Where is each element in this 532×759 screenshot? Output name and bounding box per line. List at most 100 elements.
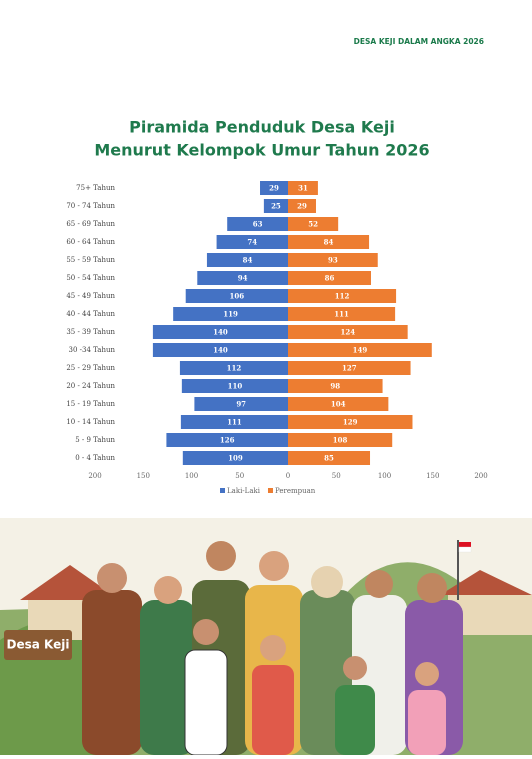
person — [140, 600, 195, 755]
value-label: 31 — [298, 184, 308, 193]
header-title: DESA KEJI DALAM ANGKA 2026 — [354, 37, 484, 46]
x-tick-label: 100 — [378, 472, 391, 480]
bar — [185, 289, 288, 303]
value-label: 111 — [227, 418, 242, 427]
x-tick-label: 0 — [286, 472, 290, 480]
bar — [288, 271, 371, 285]
y-tick-label: 25 - 29 Tahun — [66, 364, 115, 372]
bar — [152, 343, 288, 357]
head — [154, 576, 182, 604]
value-label: 98 — [330, 382, 340, 391]
head — [417, 573, 447, 603]
bar — [194, 397, 288, 411]
bar — [288, 253, 378, 267]
value-label: 124 — [341, 328, 356, 337]
head — [365, 570, 393, 598]
bar — [288, 181, 318, 195]
bar — [166, 433, 288, 447]
child — [184, 649, 228, 756]
chart: 200 150 100 50 0 50 100 150 200 75+ Tahun 29 31 70 -… — [66, 181, 488, 495]
head — [97, 563, 127, 593]
child — [408, 690, 446, 755]
y-tick-label: 60 - 64 Tahun — [66, 238, 115, 246]
family — [82, 541, 463, 756]
bar — [181, 379, 288, 393]
bar — [179, 361, 288, 375]
y-tick-label: 55 - 59 Tahun — [66, 256, 115, 264]
y-tick-label: 65 - 69 Tahun — [66, 220, 115, 228]
roof — [440, 570, 532, 595]
chart-subtitle: Menurut Kelompok Umur Tahun 2026 — [94, 141, 429, 160]
bar — [288, 325, 408, 339]
value-label: 111 — [334, 310, 349, 319]
x-tick-label: 50 — [235, 472, 244, 480]
bar — [180, 415, 288, 429]
bar — [288, 397, 389, 411]
value-label: 52 — [308, 220, 318, 229]
value-label: 84 — [324, 238, 334, 247]
child — [252, 665, 294, 755]
x-tick-label: 100 — [185, 472, 198, 480]
value-label: 94 — [238, 274, 248, 283]
bar — [288, 451, 371, 465]
y-tick-label: 15 - 19 Tahun — [66, 400, 115, 408]
bar — [288, 433, 393, 447]
x-tick-label: 150 — [137, 472, 150, 480]
sign-text: Desa Keji — [7, 638, 70, 652]
value-label: 85 — [324, 454, 334, 463]
value-label: 112 — [335, 292, 350, 301]
value-label: 93 — [328, 256, 338, 265]
y-tick-label: 75+ Tahun — [76, 184, 115, 192]
value-label: 129 — [343, 418, 358, 427]
legend-label: Perempuan — [275, 487, 316, 495]
value-label: 106 — [230, 292, 245, 301]
value-label: 119 — [223, 310, 238, 319]
x-tick-label: 150 — [426, 472, 439, 480]
y-tick-label: 30 -34 Tahun — [69, 346, 116, 354]
y-tick-label: 10 - 14 Tahun — [66, 418, 115, 426]
value-label: 29 — [269, 184, 279, 193]
bar — [288, 289, 397, 303]
value-label: 84 — [243, 256, 253, 265]
flag — [458, 546, 472, 553]
legend-label: Laki-Laki — [227, 487, 261, 495]
bar — [173, 307, 288, 321]
y-tick-label: 35 - 39 Tahun — [66, 328, 115, 336]
bar — [260, 181, 288, 195]
sign-board — [4, 630, 72, 660]
head — [415, 662, 439, 686]
value-label: 149 — [353, 346, 368, 355]
y-tick-label: 50 - 54 Tahun — [66, 274, 115, 282]
bar — [288, 343, 432, 357]
value-label: 97 — [236, 400, 246, 409]
head — [260, 635, 286, 661]
y-tick-label: 0 - 4 Tahun — [75, 454, 115, 462]
y-tick-label: 40 - 44 Tahun — [66, 310, 115, 318]
head — [206, 541, 236, 571]
bar — [288, 379, 383, 393]
value-label: 86 — [325, 274, 335, 283]
head — [343, 656, 367, 680]
value-label: 74 — [247, 238, 257, 247]
bar — [216, 235, 288, 249]
head — [193, 619, 219, 645]
y-tick-label: 20 - 24 Tahun — [66, 382, 115, 390]
bar — [288, 415, 413, 429]
value-label: 140 — [213, 328, 228, 337]
value-label: 63 — [253, 220, 263, 229]
bar — [152, 325, 288, 339]
person — [82, 590, 142, 755]
x-tick-label: 200 — [88, 472, 101, 480]
bar — [263, 199, 288, 213]
value-label: 126 — [220, 436, 235, 445]
legend-swatch — [267, 488, 273, 493]
value-label: 108 — [333, 436, 348, 445]
chart-title: Piramida Penduduk Desa Keji — [129, 118, 395, 137]
child — [335, 685, 375, 755]
value-label: 109 — [228, 454, 243, 463]
bar — [288, 361, 411, 375]
bar — [227, 217, 288, 231]
bar — [182, 451, 288, 465]
